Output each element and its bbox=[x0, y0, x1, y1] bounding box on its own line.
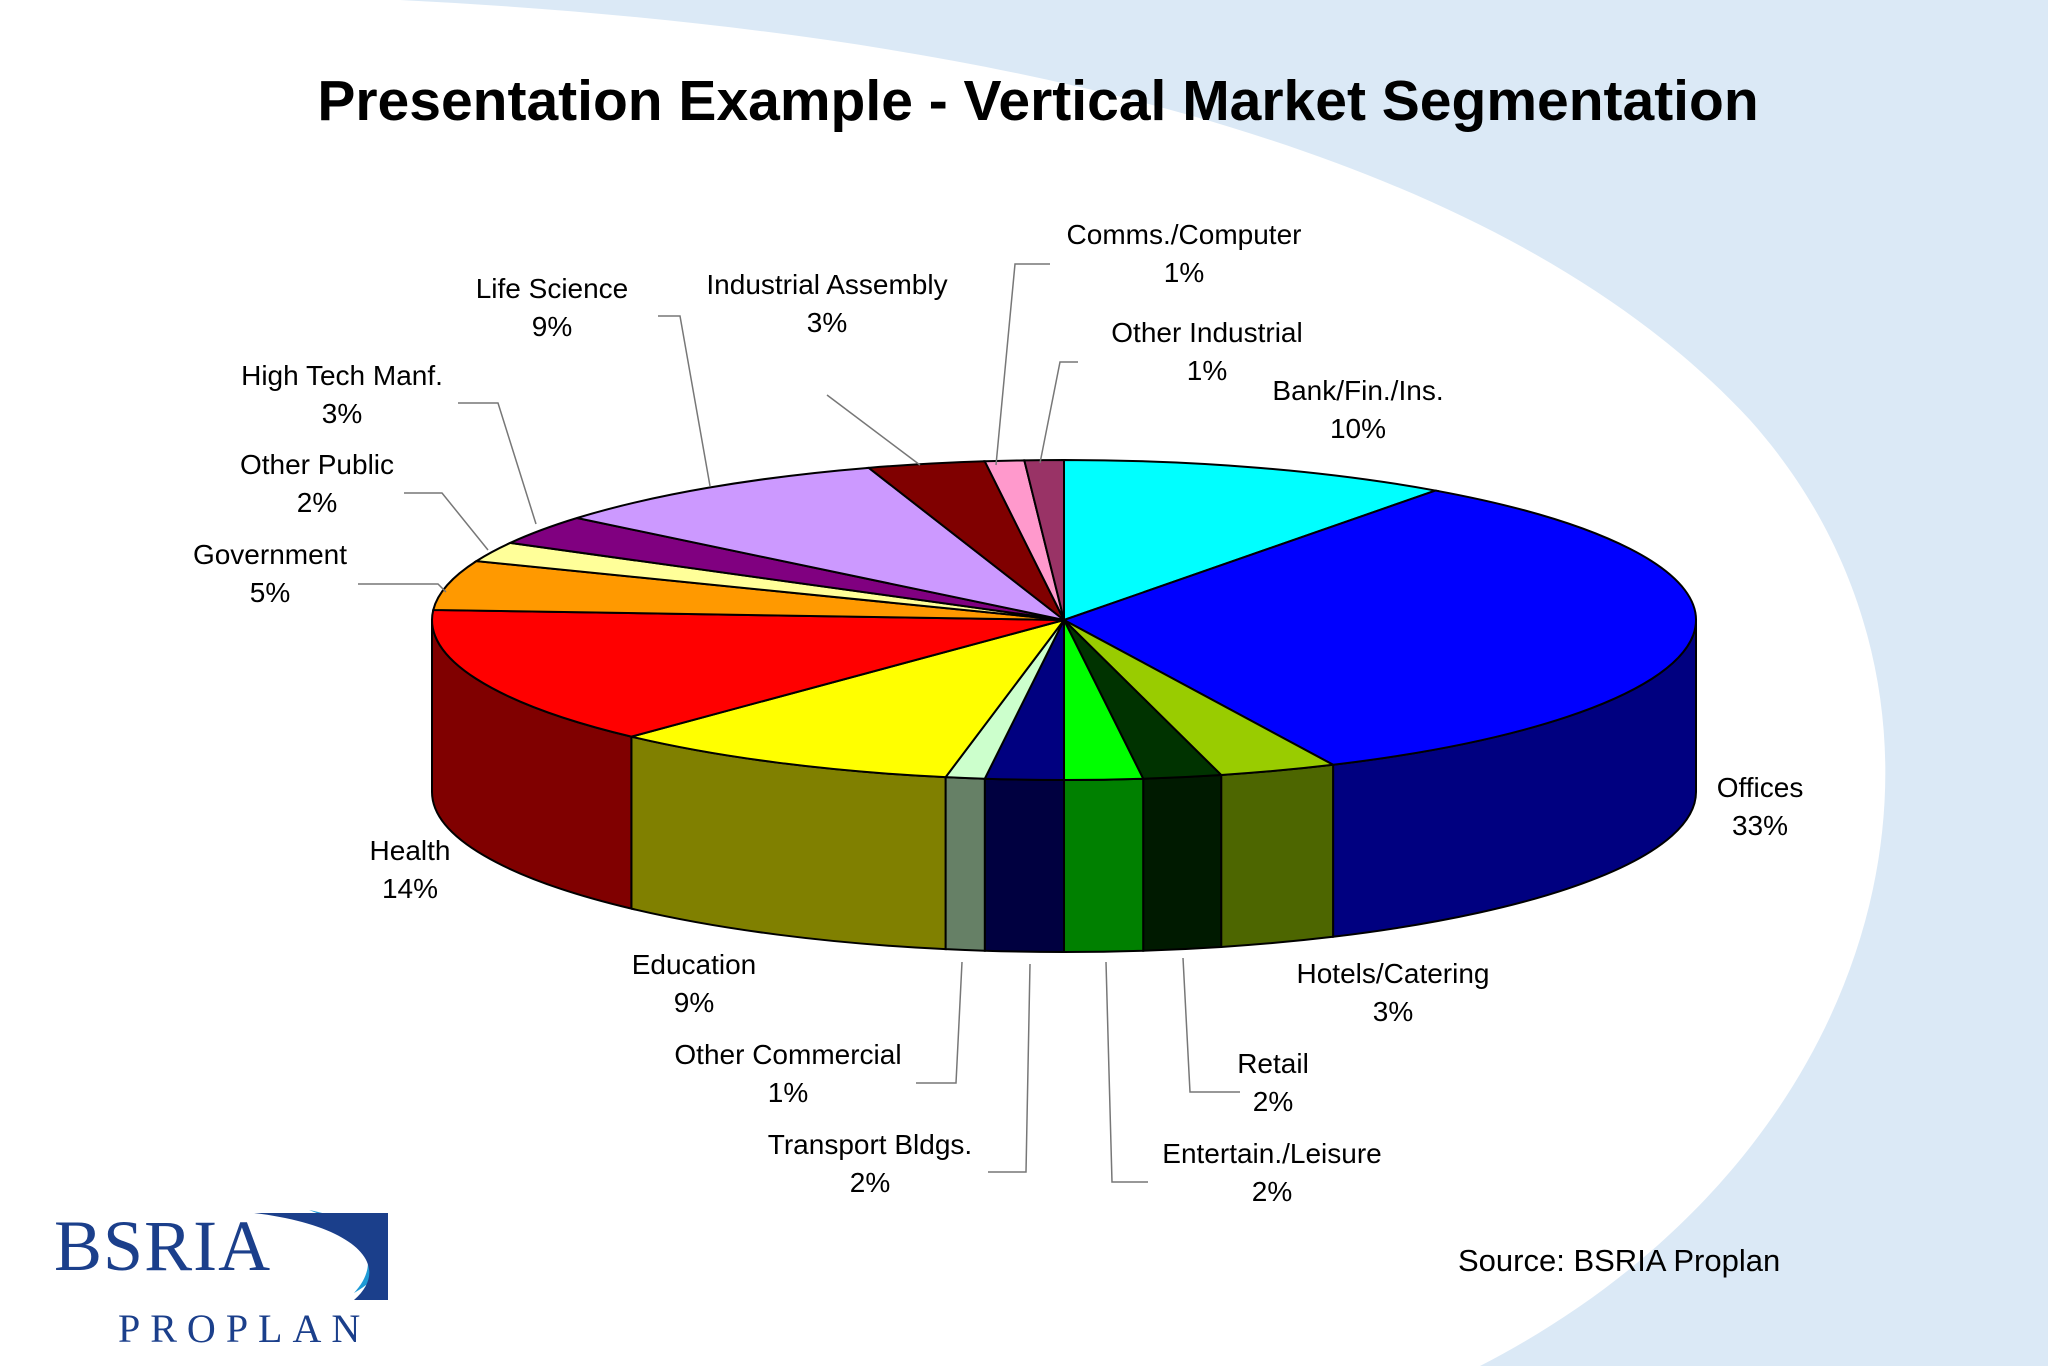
slice-name-industrial-assembly: Industrial Assembly bbox=[706, 269, 947, 300]
slice-name-retail: Retail bbox=[1237, 1048, 1309, 1079]
slice-name-comms-computer: Comms./Computer bbox=[1067, 219, 1302, 250]
pie-slice-life-science bbox=[576, 466, 1065, 621]
logo-wordmark: BSRIA bbox=[54, 1206, 272, 1286]
slice-value-bank-fin-ins-: 10% bbox=[1330, 413, 1386, 444]
slice-name-transport-bldgs-: Transport Bldgs. bbox=[768, 1129, 972, 1160]
slice-name-other-commercial: Other Commercial bbox=[674, 1039, 901, 1070]
slice-value-other-industrial: 1% bbox=[1187, 355, 1227, 386]
leader-line-life-science bbox=[658, 315, 711, 487]
slice-value-high-tech-manf-: 3% bbox=[322, 398, 362, 429]
leader-line-other-industrial bbox=[1039, 361, 1078, 464]
slice-value-other-public: 2% bbox=[297, 487, 337, 518]
pie-side-walls bbox=[431, 619, 1697, 954]
slice-value-retail: 2% bbox=[1253, 1086, 1293, 1117]
leader-line-industrial-assembly bbox=[826, 394, 921, 466]
slice-value-entertain-leisure: 2% bbox=[1252, 1176, 1292, 1207]
slice-name-other-public: Other Public bbox=[240, 449, 394, 480]
slice-name-government: Government bbox=[193, 539, 347, 570]
logo-swoosh-icon bbox=[254, 1210, 388, 1300]
pie-side-hotels-catering bbox=[1220, 763, 1335, 949]
source-note: Source: BSRIA Proplan bbox=[1458, 1243, 1781, 1278]
logo-subtitle: PROPLAN bbox=[118, 1306, 371, 1351]
pie-side-other-commercial bbox=[944, 776, 986, 952]
slice-value-industrial-assembly: 3% bbox=[807, 307, 847, 338]
pie-labels: Bank/Fin./Ins. 10% Offices 33% Hotels/Cateri… bbox=[193, 219, 1803, 1207]
pie-slice-government bbox=[431, 560, 1065, 621]
slice-value-other-commercial: 1% bbox=[768, 1077, 808, 1108]
slice-name-health: Health bbox=[370, 835, 451, 866]
slice-value-education: 9% bbox=[674, 987, 714, 1018]
leader-line-retail bbox=[1182, 957, 1240, 1093]
slice-name-hotels-catering: Hotels/Catering bbox=[1297, 958, 1490, 989]
slice-value-offices: 33% bbox=[1732, 810, 1788, 841]
pie-side-retail bbox=[1142, 773, 1223, 952]
pie-slice-offices bbox=[1061, 489, 1697, 766]
slice-name-education: Education bbox=[632, 949, 757, 980]
pie-slice-health bbox=[431, 608, 1065, 738]
pie-top-faces bbox=[431, 458, 1697, 782]
slice-name-bank-fin-ins-: Bank/Fin./Ins. bbox=[1272, 375, 1443, 406]
pie-slice-bank-fin-ins- bbox=[1063, 458, 1440, 622]
slice-name-other-industrial: Other Industrial bbox=[1111, 317, 1302, 348]
bsria-logo: BSRIA PROPLAN bbox=[54, 1205, 414, 1355]
slice-value-life-science: 9% bbox=[532, 311, 572, 342]
leader-line-transport-bldgs- bbox=[988, 963, 1031, 1173]
pie-side-entertain-leisure bbox=[1063, 777, 1145, 954]
slice-name-offices: Offices bbox=[1717, 772, 1804, 803]
leader-line-government bbox=[358, 583, 447, 593]
slice-name-entertain-leisure: Entertain./Leisure bbox=[1162, 1138, 1381, 1169]
slide-title: Presentation Example - Vertical Market S… bbox=[317, 69, 1759, 133]
slice-name-high-tech-manf-: High Tech Manf. bbox=[241, 360, 443, 391]
leader-line-entertain-leisure bbox=[1105, 961, 1148, 1183]
leader-line-comms-computer bbox=[995, 263, 1050, 466]
leader-line-other-public bbox=[404, 492, 489, 551]
leader-line-high-tech-manf- bbox=[458, 402, 537, 525]
pie-slice-other-industrial bbox=[1023, 458, 1065, 621]
slice-value-health: 14% bbox=[382, 873, 438, 904]
pie-slice-education bbox=[631, 618, 1067, 779]
pie-side-transport-bldgs- bbox=[983, 777, 1065, 954]
slice-value-government: 5% bbox=[250, 577, 290, 608]
leader-line-other-commercial bbox=[916, 961, 963, 1084]
slice-value-transport-bldgs-: 2% bbox=[850, 1167, 890, 1198]
slice-value-hotels-catering: 3% bbox=[1373, 996, 1413, 1027]
slice-value-comms-computer: 1% bbox=[1164, 257, 1204, 288]
slice-name-life-science: Life Science bbox=[476, 273, 629, 304]
